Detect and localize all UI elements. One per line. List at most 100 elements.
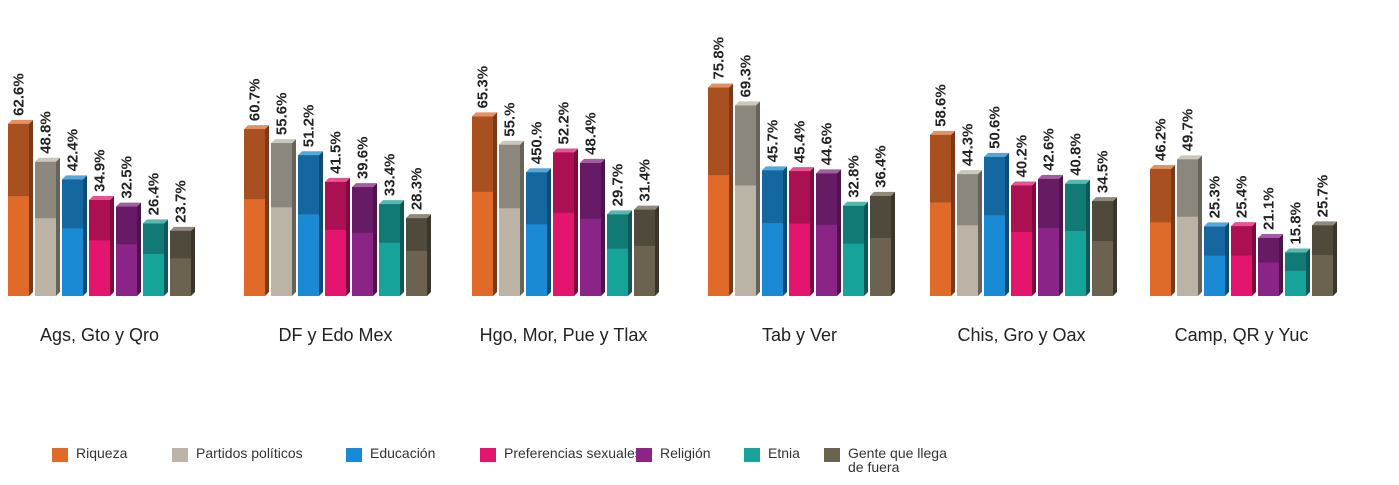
bar-shadow — [143, 223, 164, 254]
data-label: 44.3% — [960, 124, 977, 167]
bar-shadow — [8, 123, 29, 197]
category-label: DF y Edo Mex — [278, 325, 392, 345]
legend: Riqueza Partidos políticos Educación Prefer… — [52, 446, 1052, 482]
bar-top — [170, 226, 195, 231]
bar-top — [298, 151, 323, 156]
bar-shadow — [930, 134, 951, 203]
bar-side — [373, 183, 377, 296]
bar-shadow — [352, 187, 373, 233]
bar-shadow — [1312, 225, 1333, 256]
data-label: 52.2% — [556, 102, 573, 145]
bar-shadow — [1038, 178, 1059, 229]
bar-shadow — [298, 155, 319, 215]
bar-top — [607, 210, 632, 215]
bar-side — [864, 201, 868, 296]
legend-item: Preferencias sexuales — [480, 446, 642, 462]
data-label: 60.7% — [247, 79, 264, 122]
bar-top — [843, 201, 868, 206]
data-label: 25.3% — [1207, 176, 1224, 219]
bar-top — [89, 196, 114, 201]
bar-side — [1252, 222, 1256, 296]
data-label: 28.3% — [409, 168, 426, 211]
legend-swatch — [636, 448, 652, 462]
bar-top — [1011, 181, 1036, 186]
bar-side — [574, 148, 578, 296]
bar-side — [628, 210, 632, 296]
bar-side — [137, 202, 141, 296]
legend-label: Riqueza — [76, 445, 128, 461]
bar-group: 58.6% 44.3% 50.6% 40.2% 42.6% 40.8% 34.5% Chis,… — [930, 84, 1117, 345]
bar-shadow — [789, 171, 810, 224]
data-label: 33.4% — [382, 154, 399, 197]
data-label: 31.4% — [637, 159, 654, 202]
bar-side — [1333, 221, 1337, 296]
data-label: 41.5% — [328, 131, 345, 174]
bar-side — [319, 151, 323, 296]
legend-item: Etnia — [744, 446, 800, 462]
legend-label: Preferencias sexuales — [504, 445, 642, 461]
legend-swatch — [480, 448, 496, 462]
bar-shadow — [1231, 226, 1252, 256]
bar-side — [292, 139, 296, 296]
bar-shadow — [325, 181, 346, 230]
data-label: 62.6% — [11, 73, 28, 116]
bar-side — [837, 169, 841, 296]
bar-shadow — [1258, 237, 1279, 263]
bar-shadow — [957, 174, 978, 226]
bar-side — [810, 167, 814, 296]
bar-side — [520, 140, 524, 296]
bar-top — [526, 168, 551, 173]
bar-shadow — [1150, 168, 1171, 223]
bar-top — [708, 83, 733, 88]
legend-item: Riqueza — [52, 446, 127, 462]
bar-top — [735, 101, 760, 106]
bar-side — [655, 205, 659, 296]
bar-shadow — [607, 214, 628, 249]
bar-side — [756, 101, 760, 296]
bar-group: 46.2% 49.7% 25.3% 25.4% 21.1% 15.8% 25.7% Camp,… — [1150, 109, 1337, 345]
bar-top — [1065, 179, 1090, 184]
legend-swatch — [824, 448, 840, 462]
legend-label: Religión — [660, 445, 711, 461]
bar-shadow — [735, 105, 756, 186]
data-label: 34.9% — [92, 149, 109, 192]
bar-side — [1086, 179, 1090, 296]
data-label: 45.4% — [792, 121, 809, 164]
data-label: 40.2% — [1014, 135, 1031, 178]
bar-side — [1306, 248, 1310, 296]
category-label: Tab y Ver — [762, 325, 837, 345]
bar-top — [406, 214, 431, 219]
bar-shadow — [1285, 252, 1306, 271]
data-label: 21.1% — [1261, 187, 1278, 230]
data-label: 75.8% — [711, 37, 728, 80]
bar-shadow — [379, 204, 400, 243]
bar-side — [1198, 155, 1202, 296]
bar-top — [472, 112, 497, 117]
bar-shadow — [762, 170, 783, 224]
bar-shadow — [843, 205, 864, 244]
bar-shadow — [870, 195, 891, 238]
bar-top — [244, 125, 269, 130]
legend-label: Partidos políticos — [196, 445, 303, 461]
legend-item: Gente que llega de fuera — [824, 446, 947, 474]
bar-top — [325, 177, 350, 182]
bar-side — [346, 177, 350, 296]
bar-shadow — [526, 172, 547, 225]
bar-top — [1038, 174, 1063, 179]
bar-top — [1258, 233, 1283, 238]
legend-swatch — [52, 448, 68, 462]
bar-side — [547, 168, 551, 296]
bar-side — [1171, 164, 1175, 296]
bar-side — [265, 125, 269, 296]
bar-top — [35, 157, 60, 162]
data-label: 29.7% — [610, 164, 627, 207]
bar-group: 62.6% 48.8% 42.4% 34.9% 32.5% 26.4% 23.7% Ags, … — [8, 73, 195, 345]
bar-chart: 62.6% 48.8% 42.4% 34.9% 32.5% 26.4% 23.7% Ags, … — [8, 37, 1337, 345]
bar-shadow — [35, 161, 56, 219]
category-label: Hgo, Mor, Pue y Tlax — [480, 325, 648, 345]
bar-shadow — [89, 200, 110, 241]
data-label: 42.4% — [65, 129, 82, 172]
bar-top — [580, 158, 605, 163]
bar-side — [1225, 222, 1229, 296]
bar-shadow — [244, 129, 265, 200]
